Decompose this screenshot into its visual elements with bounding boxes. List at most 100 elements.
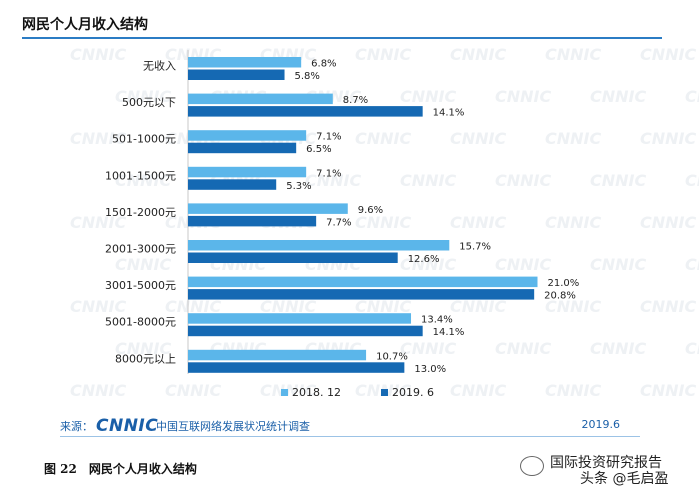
data-label: 7.1% <box>316 132 341 143</box>
data-label: 13.4% <box>421 315 453 326</box>
bar <box>188 106 423 117</box>
watermark-text: CNNIC <box>640 45 696 64</box>
title-bar: 网民个人月收入结构 <box>22 8 662 40</box>
bar <box>188 240 450 251</box>
watermark-text: CNNIC <box>400 87 456 106</box>
data-label: 6.8% <box>311 59 336 70</box>
bar <box>188 179 277 190</box>
social-watermark: 国际投资研究报告 头条 @毛启盈 <box>500 448 690 488</box>
data-label: 5.8% <box>295 71 320 82</box>
category-label: 8000元以上 <box>115 352 176 365</box>
watermark-line2: 头条 @毛启盈 <box>580 471 669 487</box>
watermark-text: CNNIC <box>450 297 506 316</box>
watermark-text: CNNIC <box>115 87 171 106</box>
legend-swatch <box>381 389 388 396</box>
bar <box>188 313 412 324</box>
bar <box>188 166 307 178</box>
data-label: 7.7% <box>326 217 351 228</box>
bar <box>188 142 297 154</box>
source-line: 来源： CNNIC 中国互联网络发展状况统计调查 2019.6 <box>60 416 621 436</box>
watermark-text: CNNIC <box>355 213 411 232</box>
category-label: 2001-3000元 <box>105 243 176 256</box>
watermark-text: CNNIC <box>260 381 316 400</box>
data-label: 20.8% <box>544 291 576 302</box>
data-label: 13.0% <box>414 364 446 375</box>
watermark-text: CNNIC <box>355 129 411 148</box>
source-divider <box>60 436 640 437</box>
watermark-text: CNNIC <box>450 129 506 148</box>
watermark-text: CNNIC <box>400 171 456 190</box>
source-label: 来源： <box>60 420 93 433</box>
bar <box>188 93 333 105</box>
watermark-text: CNNIC <box>400 339 456 358</box>
data-label: 8.7% <box>343 95 368 106</box>
data-label: 14.1% <box>433 108 465 119</box>
watermark-text: CNNIC <box>495 255 551 274</box>
watermark-text: CNNIC <box>450 381 506 400</box>
legend-swatch <box>281 389 288 396</box>
data-label: 14.1% <box>433 327 465 338</box>
cnnic-logo: CNNIC <box>96 416 159 436</box>
watermark-text: CNNIC <box>450 45 506 64</box>
watermark-text: CNNIC <box>70 213 126 232</box>
figure-caption: 图 22 网民个人月收入结构 <box>44 462 197 476</box>
watermark-text: CNNIC <box>685 339 699 358</box>
watermark-text: CNNIC <box>115 255 171 274</box>
category-label: 1501-2000元 <box>105 206 176 219</box>
watermark-text: CNNIC <box>640 213 696 232</box>
watermark-line1: 国际投资研究报告 <box>550 455 662 471</box>
watermark-text: CNNIC <box>685 87 699 106</box>
data-label: 7.1% <box>316 168 341 179</box>
category-label: 5001-8000元 <box>105 316 176 329</box>
bar <box>188 362 405 373</box>
watermark-text: CNNIC <box>115 339 171 358</box>
watermark-text: CNNIC <box>165 381 221 400</box>
watermark-text: CNNIC <box>545 297 601 316</box>
bar <box>188 289 535 300</box>
watermark-text: CNNIC <box>640 129 696 148</box>
watermark-text: CNNIC <box>590 255 646 274</box>
title-divider <box>22 37 662 39</box>
watermark-text: CNNIC <box>70 45 126 64</box>
bar <box>188 57 302 68</box>
data-label: 21.0% <box>548 278 580 289</box>
data-label: 10.7% <box>376 351 408 362</box>
watermark-text: CNNIC <box>590 171 646 190</box>
watermark-text: CNNIC <box>685 255 699 274</box>
watermark-text: CNNIC <box>70 129 126 148</box>
category-label: 无收入 <box>143 59 176 73</box>
source-date: 2019.6 <box>581 418 621 431</box>
watermark-text: CNNIC <box>495 87 551 106</box>
data-label: 6.5% <box>306 144 331 155</box>
watermark-text: CNNIC <box>640 297 696 316</box>
category-label: 3001-5000元 <box>105 279 176 292</box>
watermark-text: CNNIC <box>545 381 601 400</box>
bar <box>188 325 423 337</box>
bar <box>188 252 398 263</box>
data-label: 12.6% <box>408 254 440 265</box>
data-label: 9.6% <box>358 205 383 216</box>
bar-chart: CNNIC CNNIC CNNIC CNNIC CNNIC CNNIC CNNIC CNNIC… <box>70 45 699 400</box>
wechat-icon <box>520 456 544 476</box>
category-label: 1001-1500元 <box>105 169 176 182</box>
watermark-text: CNNIC <box>685 171 699 190</box>
bar <box>188 69 285 80</box>
watermark-text: CNNIC <box>545 45 601 64</box>
watermark-text: CNNIC <box>400 255 456 274</box>
watermark-text: CNNIC <box>545 213 601 232</box>
watermark-text: CNNIC <box>115 171 171 190</box>
watermark-text: CNNIC <box>495 339 551 358</box>
bar <box>188 276 538 288</box>
data-label: 5.3% <box>286 181 311 192</box>
watermark-text: CNNIC <box>70 297 126 316</box>
watermark-text: CNNIC <box>545 129 601 148</box>
data-label: 15.7% <box>459 242 491 253</box>
bar <box>188 203 348 214</box>
bar <box>188 215 317 227</box>
source-org: 中国互联网络发展状况统计调查 <box>156 420 310 433</box>
watermark-text: CNNIC <box>260 297 316 316</box>
watermark-text: CNNIC <box>640 381 696 400</box>
bar <box>188 130 307 141</box>
legend-label: 2018. 12 <box>292 386 341 399</box>
watermark-text: CNNIC <box>495 171 551 190</box>
